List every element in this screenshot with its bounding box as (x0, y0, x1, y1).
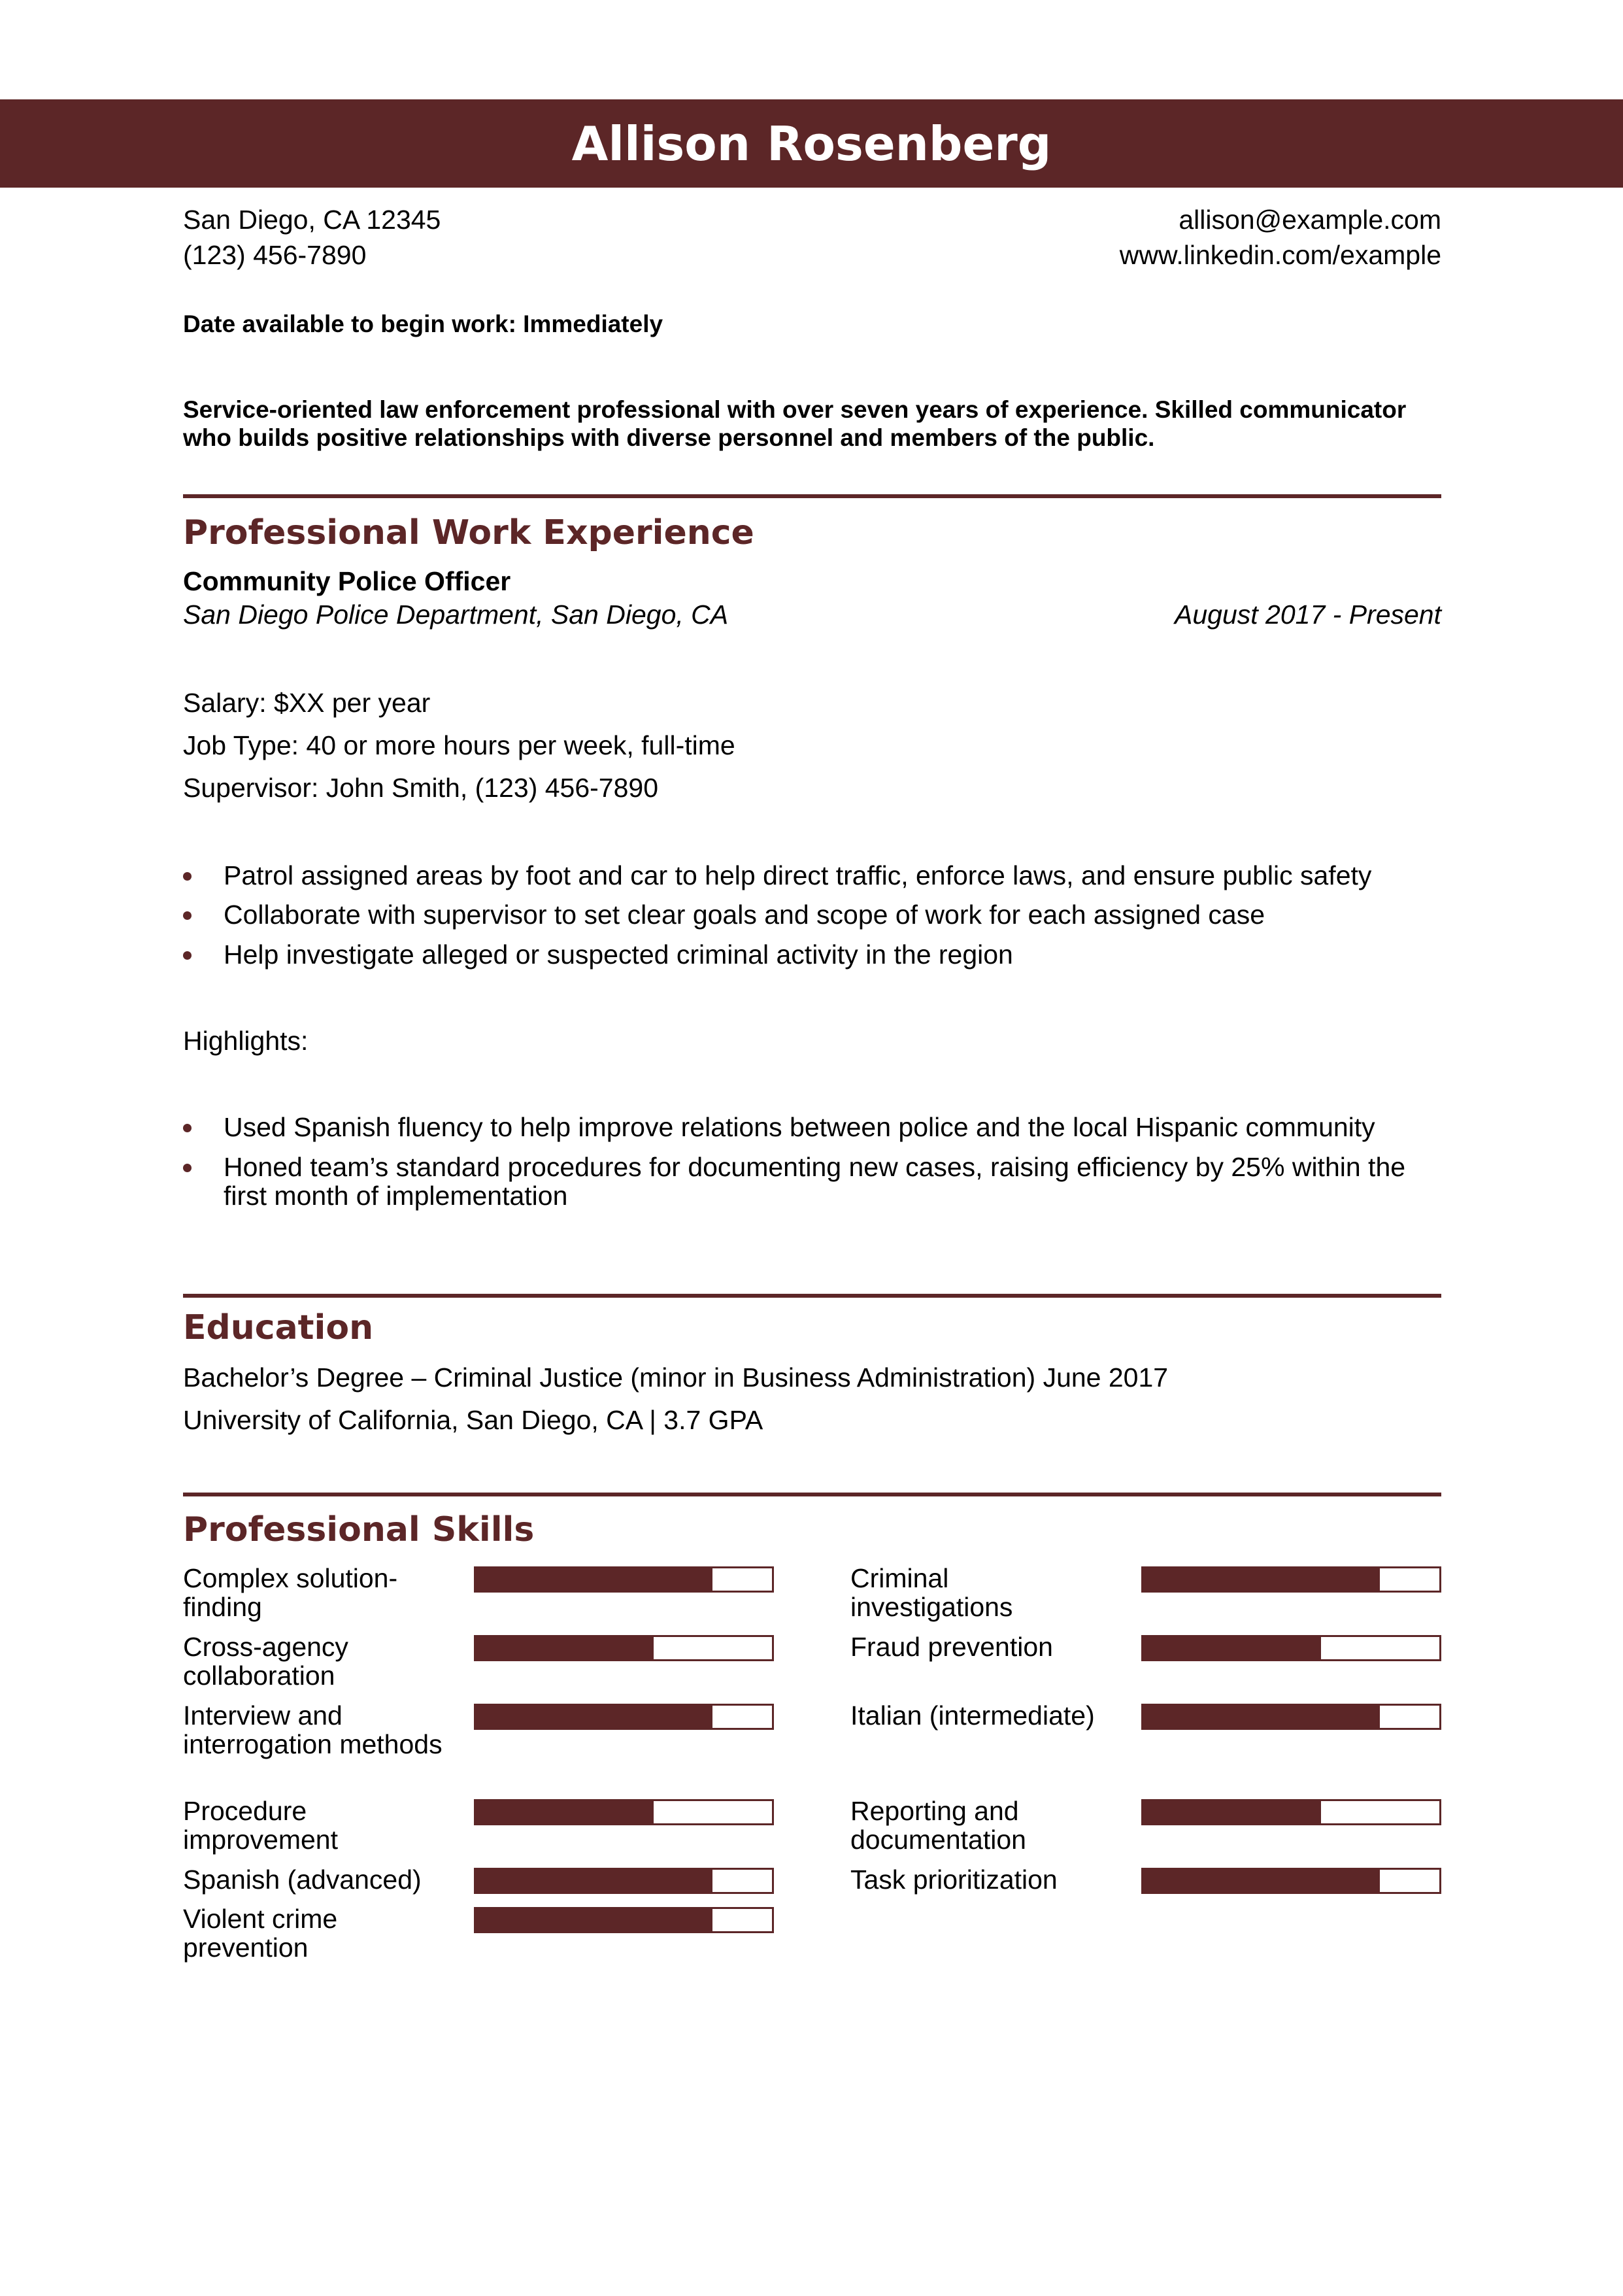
skill-label: Violent crime prevention (183, 1904, 338, 1963)
bullet-text: Patrol assigned areas by foot and car to… (224, 860, 1372, 890)
job-dates: August 2017 - Present (1175, 599, 1441, 630)
divider (183, 1493, 1441, 1496)
education-heading: Education (183, 1308, 374, 1347)
skill-level-fill (476, 1909, 713, 1931)
skills-heading: Professional Skills (183, 1510, 535, 1549)
employer: San Diego Police Department, San Diego, … (183, 599, 729, 630)
skill-label: Reporting and documentation (850, 1796, 1026, 1855)
skill-level-bar (1141, 1566, 1441, 1593)
supervisor: Supervisor: John Smith, (123) 456-7890 (183, 773, 659, 803)
skill-level-fill (1143, 1870, 1380, 1892)
skill-level-bar (1141, 1868, 1441, 1894)
bullet-icon (183, 1124, 192, 1132)
skill-level-bar (474, 1868, 774, 1894)
skill-level-bar (1141, 1635, 1441, 1661)
skill-level-fill (1143, 1637, 1321, 1659)
phone: (123) 456-7890 (183, 240, 367, 270)
bullet-text: Help investigate alleged or suspected cr… (224, 939, 1013, 970)
divider (183, 494, 1441, 498)
highlight-bullet: Used Spanish fluency to help improve rel… (183, 1113, 1445, 1141)
availability: Date available to begin work: Immediatel… (183, 311, 663, 337)
salary: Salary: $XX per year (183, 688, 431, 718)
bullet-icon (183, 911, 192, 920)
skill-level-bar (474, 1704, 774, 1730)
duty-bullet: Patrol assigned areas by foot and car to… (183, 861, 1445, 890)
candidate-name: Allison Rosenberg (571, 116, 1052, 171)
bullet-icon (183, 872, 192, 881)
skill-level-bar (474, 1635, 774, 1661)
skill-level-fill (476, 1801, 654, 1823)
skill-label: Interview and interrogation methods (183, 1700, 443, 1759)
school: University of California, San Diego, CA … (183, 1405, 763, 1435)
skill-label: Italian (intermediate) (850, 1700, 1095, 1730)
skill-level-bar (1141, 1799, 1441, 1825)
skill-label: Fraud prevention (850, 1632, 1053, 1662)
skill-level-fill (476, 1568, 713, 1591)
divider (183, 1294, 1441, 1298)
skill-level-fill (1143, 1801, 1321, 1823)
skill-label: Cross-agency collaboration (183, 1632, 348, 1691)
skill-level-bar (474, 1799, 774, 1825)
email[interactable]: allison@example.com (1179, 205, 1441, 235)
skill-level-fill (476, 1637, 654, 1659)
address: San Diego, CA 12345 (183, 205, 441, 235)
skill-level-fill (476, 1870, 713, 1892)
skill-label: Criminal investigations (850, 1563, 1013, 1622)
skill-level-bar (1141, 1704, 1441, 1730)
skill-label: Spanish (advanced) (183, 1865, 422, 1895)
skill-level-bar (474, 1907, 774, 1933)
skill-label: Procedure improvement (183, 1796, 338, 1855)
duty-bullet: Collaborate with supervisor to set clear… (183, 900, 1445, 929)
job-title: Community Police Officer (183, 566, 511, 596)
bullet-icon (183, 951, 192, 960)
header-banner: Allison Rosenberg (0, 99, 1623, 188)
skill-level-fill (1143, 1568, 1380, 1591)
skill-level-fill (476, 1706, 713, 1728)
degree: Bachelor’s Degree – Criminal Justice (mi… (183, 1362, 1169, 1393)
bullet-icon (183, 1164, 192, 1172)
skill-level-fill (1143, 1706, 1380, 1728)
skill-label: Task prioritization (850, 1865, 1058, 1895)
job-type: Job Type: 40 or more hours per week, ful… (183, 730, 735, 760)
bullet-text: Honed team’s standard procedures for doc… (224, 1152, 1406, 1211)
linkedin[interactable]: www.linkedin.com/example (1119, 240, 1441, 270)
experience-heading: Professional Work Experience (183, 513, 754, 552)
highlights-label: Highlights: (183, 1026, 309, 1056)
skill-label: Complex solution-finding (183, 1563, 398, 1622)
summary: Service-oriented law enforcement profess… (183, 396, 1407, 451)
highlight-bullet: Honed team’s standard procedures for doc… (183, 1153, 1425, 1210)
bullet-text: Used Spanish fluency to help improve rel… (224, 1112, 1375, 1142)
skill-level-bar (474, 1566, 774, 1593)
duty-bullet: Help investigate alleged or suspected cr… (183, 940, 1445, 969)
bullet-text: Collaborate with supervisor to set clear… (224, 900, 1265, 930)
